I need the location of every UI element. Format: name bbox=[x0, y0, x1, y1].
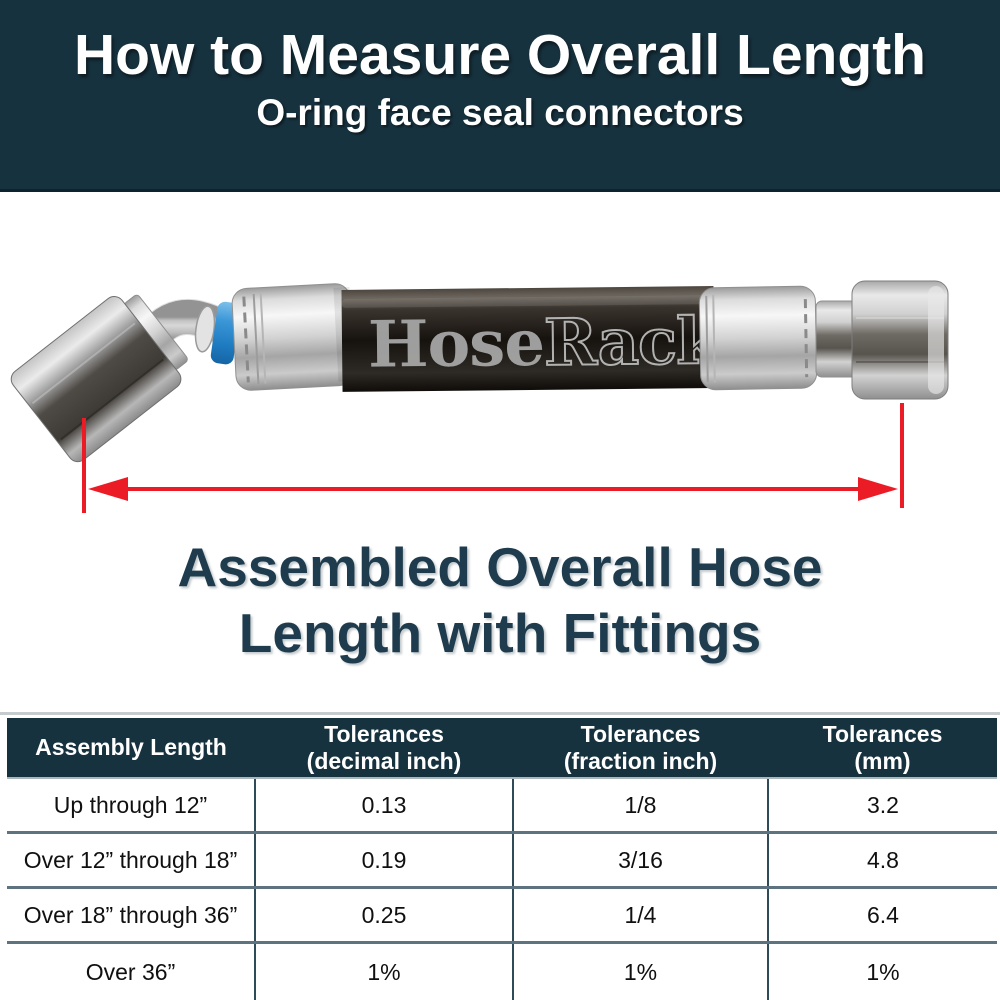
cell-tolerance-mm: 4.8 bbox=[767, 832, 997, 888]
right-hex-nut bbox=[851, 280, 949, 400]
watermark-hose: Hose bbox=[368, 306, 545, 383]
tolerance-table: Assembly Length Tolerances (decimal inch… bbox=[7, 718, 997, 1000]
cell-tolerance-decimal: 0.13 bbox=[254, 778, 513, 833]
hose-photo-illustration: HoseRack bbox=[10, 280, 949, 513]
column-header-assembly-length: Assembly Length bbox=[7, 718, 255, 779]
page-title: How to Measure Overall Length bbox=[74, 23, 926, 87]
arrowhead-left bbox=[88, 477, 128, 501]
cell-tolerance-mm: 1% bbox=[767, 942, 997, 1000]
watermark: HoseRack bbox=[368, 304, 723, 383]
diagram-caption: Assembled Overall Hose Length with Fitti… bbox=[0, 534, 1000, 666]
cell-tolerance-decimal: 1% bbox=[254, 942, 513, 1000]
tube-bead-ring bbox=[194, 305, 216, 353]
tolerance-table-section: Assembly Length Tolerances (decimal inch… bbox=[0, 712, 1000, 1000]
right-ferrule bbox=[698, 285, 818, 391]
header-banner: How to Measure Overall Length O-ring fac… bbox=[0, 0, 1000, 192]
caption-line-2: Length with Fittings bbox=[238, 602, 762, 664]
table-top-divider bbox=[0, 712, 1000, 715]
hose-diagram: HoseRack bbox=[0, 192, 1000, 530]
cell-tolerance-fraction: 1/8 bbox=[512, 778, 768, 833]
cell-tolerance-mm: 3.2 bbox=[767, 778, 997, 833]
column-header-tolerance-mm: Tolerances (mm) bbox=[768, 718, 997, 779]
caption-line-1: Assembled Overall Hose bbox=[177, 536, 823, 598]
cell-tolerance-mm: 6.4 bbox=[767, 887, 997, 943]
cell-tolerance-fraction: 1% bbox=[512, 942, 768, 1000]
measurement-arrow bbox=[82, 403, 904, 513]
cell-tolerance-decimal: 0.25 bbox=[254, 887, 513, 943]
column-header-tolerance-fraction: Tolerances (fraction inch) bbox=[513, 718, 768, 779]
left-ferrule bbox=[231, 283, 355, 391]
cell-assembly-length: Up through 12” bbox=[53, 791, 208, 818]
cell-tolerance-fraction: 3/16 bbox=[512, 832, 768, 888]
cell-assembly-length: Over 12” through 18” bbox=[23, 846, 238, 873]
left-hex-nut bbox=[10, 294, 188, 463]
watermark-rack: Rack bbox=[544, 304, 723, 381]
cell-tolerance-decimal: 0.19 bbox=[254, 832, 513, 888]
table-row: Over 36” 1% 1% 1% bbox=[7, 942, 997, 1000]
hose-body: HoseRack bbox=[341, 286, 723, 392]
cell-assembly-length: Over 36” bbox=[85, 958, 176, 985]
table-header-row: Assembly Length Tolerances (decimal inch… bbox=[7, 718, 997, 779]
column-header-tolerance-decimal: Tolerances (decimal inch) bbox=[255, 718, 513, 779]
table-row: Over 12” through 18” 0.19 3/16 4.8 bbox=[7, 832, 997, 888]
page-subtitle: O-ring face seal connectors bbox=[256, 92, 744, 133]
arrowhead-right bbox=[858, 477, 898, 501]
table-row: Up through 12” 0.13 1/8 3.2 bbox=[7, 778, 997, 833]
cell-tolerance-fraction: 1/4 bbox=[512, 887, 768, 943]
table-row: Over 18” through 36” 0.25 1/4 6.4 bbox=[7, 887, 997, 943]
cell-assembly-length: Over 18” through 36” bbox=[23, 901, 238, 928]
